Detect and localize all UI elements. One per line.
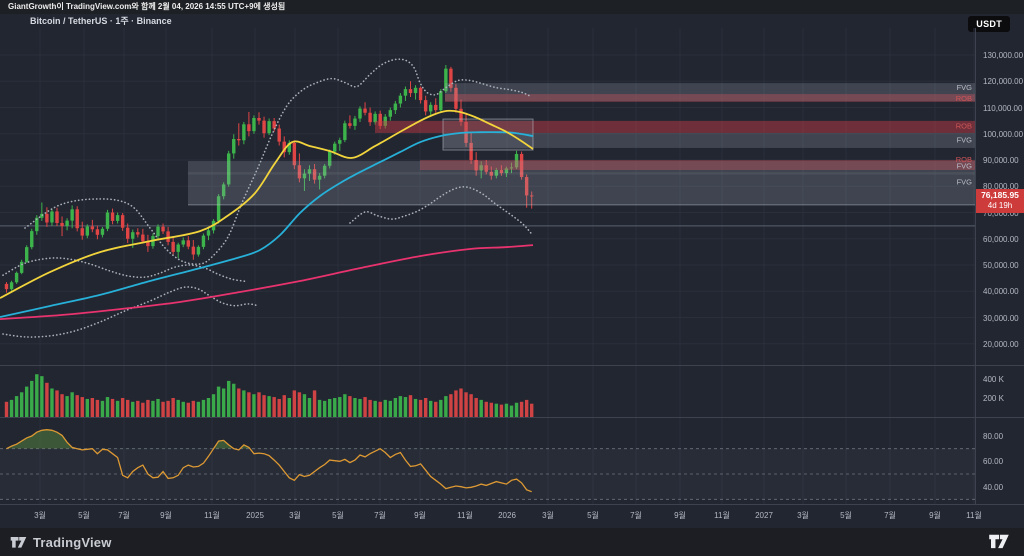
- price-axis[interactable]: 130,000.00 120,000.00 110,000.00 100,000.00…: [975, 28, 1024, 505]
- band-dotted-lower-left-curve: [2, 286, 259, 338]
- time-axis-label: 5월: [332, 511, 344, 520]
- last-price-badge: 76,185.95 4d 19h: [976, 189, 1024, 214]
- footer-brand-text: TradingView: [33, 534, 112, 550]
- price-axis-label: 40,000.00: [983, 287, 1019, 297]
- zone-box: [188, 172, 975, 175]
- price-axis-label: 20,000.00: [983, 339, 1019, 349]
- time-axis-label: 3월: [34, 511, 46, 520]
- rsi-axis-label: 60.00: [983, 457, 1004, 467]
- attribution-text: GiantGrowth이 TradingView.com와 함께 2월 04, …: [8, 2, 286, 11]
- symbol-title: Bitcoin / TetherUS · 1주 · Binance: [30, 16, 172, 26]
- zone-box: [420, 160, 975, 170]
- zone-label: FVG: [957, 161, 973, 170]
- tradingview-glyph-icon: [10, 537, 27, 548]
- time-axis-label: 5월: [587, 511, 599, 520]
- time-axis-label: 11월: [204, 511, 220, 520]
- bar-countdown: 4d 19h: [987, 201, 1013, 211]
- price-axis-label: 130,000.00: [983, 51, 1024, 60]
- symbol-bar: Bitcoin / TetherUS · 1주 · Binance: [0, 14, 1024, 29]
- rsi-line: [6, 429, 532, 493]
- time-axis-label: 7월: [630, 511, 642, 520]
- zone-box: [445, 94, 975, 102]
- zone-label: ROB: [956, 94, 972, 103]
- band-dotted-lower-right-curve: [349, 185, 532, 234]
- time-axis-label: 11월: [457, 511, 473, 520]
- volume-axis-label: 400 K: [983, 375, 1004, 384]
- price-axis-label: 100,000.00: [983, 129, 1024, 139]
- time-axis-label: 3월: [797, 511, 809, 520]
- price-axis-label: 120,000.00: [983, 77, 1024, 87]
- zone-box: [445, 83, 975, 101]
- time-axis-label: 7월: [118, 511, 130, 520]
- rsi-overbought-fill: [6, 429, 250, 449]
- zone-label: ROB: [956, 122, 972, 131]
- price-axis-label: 30,000.00: [983, 313, 1019, 323]
- ma-slow-line: [0, 244, 534, 320]
- price-axis-label: 80,000.00: [983, 182, 1019, 192]
- currency-toggle-button[interactable]: USDT: [968, 16, 1010, 32]
- ma-fast-line: [0, 109, 534, 299]
- time-axis-label: 9월: [160, 511, 172, 520]
- tradingview-logo[interactable]: TradingView: [10, 535, 112, 550]
- time-axis-label: 11월: [966, 511, 982, 520]
- zone-label: FVG: [957, 136, 973, 145]
- time-axis-label: 7월: [884, 511, 896, 520]
- rsi-axis-label: 40.00: [983, 482, 1004, 492]
- time-axis-label: 3월: [542, 511, 554, 520]
- ma-mid-line: [0, 131, 534, 318]
- zone-box: [443, 132, 975, 148]
- time-axis-label: 5월: [840, 511, 852, 520]
- price-axis-label: 50,000.00: [983, 261, 1019, 270]
- time-axis-label: 9월: [929, 511, 941, 520]
- time-axis-label: 2027: [755, 511, 773, 520]
- rsi-axis-label: 80.00: [983, 432, 1004, 441]
- time-axis-label: 9월: [414, 511, 426, 520]
- footer-bar: TradingView: [0, 528, 1024, 556]
- volume-series: [4, 374, 534, 417]
- time-axis-label: 2025: [246, 511, 264, 520]
- volume-axis-label: 200 K: [983, 394, 1004, 403]
- zone-box: [375, 120, 975, 133]
- zone-label: FVG: [957, 83, 973, 92]
- band-dotted-mid-curve: [2, 257, 246, 283]
- price-axis-label: 110,000.00: [983, 103, 1023, 113]
- last-price-value: 76,185.95: [981, 190, 1019, 201]
- candlestick-series: [4, 64, 534, 293]
- time-axis-label: 9월: [674, 511, 686, 520]
- time-axis-label: 7월: [374, 511, 386, 520]
- price-axis-label: 60,000.00: [983, 234, 1019, 244]
- time-axis-label: 5월: [78, 511, 90, 520]
- time-axis-label: 11월: [714, 511, 730, 520]
- price-axis-label: 90,000.00: [983, 156, 1019, 165]
- time-axis-label: 3월: [289, 511, 301, 520]
- zone-box: [442, 118, 534, 151]
- time-axis-label: 2026: [498, 511, 516, 520]
- time-axis[interactable]: 3월 5월 7월 9월 11월 2025 3월 5월 7월 9월 11월 2026 3월 5월 7월 9월 11…: [0, 505, 1024, 528]
- band-dotted-upper-curve: [24, 58, 532, 266]
- tradingview-icon[interactable]: [986, 533, 1012, 549]
- zone-label: FVG: [957, 177, 973, 186]
- zone-label: ROB: [956, 155, 972, 164]
- attribution-bar: GiantGrowth이 TradingView.com와 함께 2월 04, …: [0, 0, 1024, 14]
